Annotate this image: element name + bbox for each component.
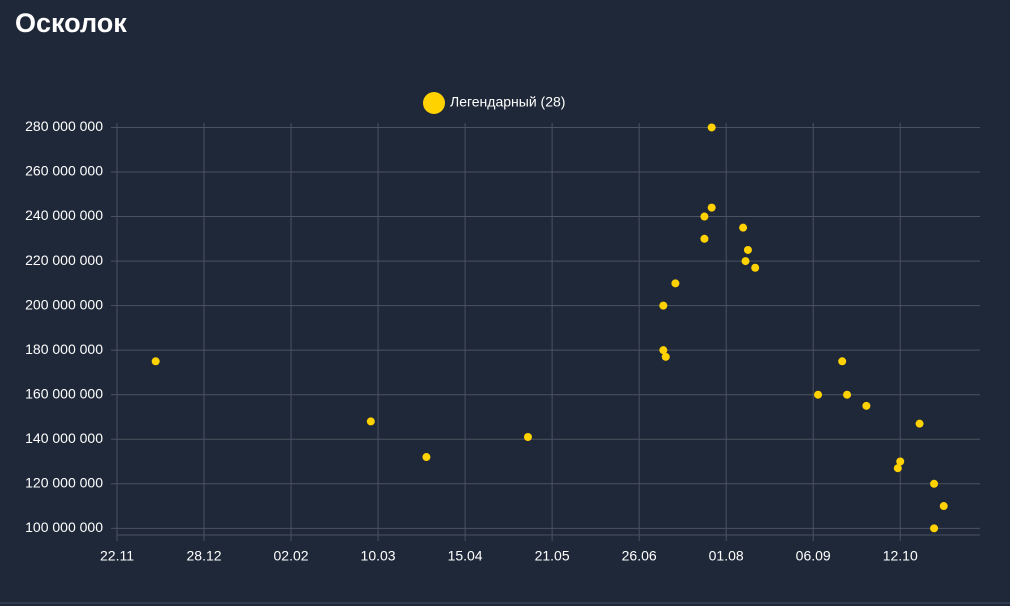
point (422, 453, 431, 462)
y-tick-label: 160 000 000 (25, 385, 103, 401)
point (671, 279, 680, 288)
point (915, 419, 924, 428)
point (523, 433, 532, 442)
point (814, 390, 823, 399)
point (707, 123, 716, 132)
point (700, 212, 709, 221)
y-tick-label: 260 000 000 (25, 163, 103, 179)
point (700, 234, 709, 243)
x-tick-label: 10.03 (361, 548, 396, 564)
point (366, 417, 375, 426)
point (751, 263, 760, 272)
legend-marker (423, 92, 445, 114)
point (939, 502, 948, 511)
point (659, 346, 668, 355)
x-tick-label: 22.11 (100, 548, 134, 564)
y-tick-label: 120 000 000 (25, 474, 103, 490)
x-tick-label: 21.05 (535, 548, 570, 564)
point (151, 357, 160, 366)
y-tick-label: 180 000 000 (25, 341, 103, 357)
x-tick-label: 02.02 (274, 548, 309, 564)
y-tick-label: 140 000 000 (25, 430, 103, 446)
point (659, 301, 668, 310)
point (893, 464, 902, 473)
y-tick-label: 240 000 000 (25, 207, 103, 223)
x-tick-label: 12.10 (883, 548, 918, 564)
x-tick-label: 15.04 (448, 548, 483, 564)
y-tick-label: 280 000 000 (25, 118, 103, 134)
y-tick-label: 100 000 000 (25, 519, 103, 535)
y-tick-label: 220 000 000 (25, 252, 103, 268)
point (896, 457, 905, 466)
point (930, 479, 939, 488)
point (862, 401, 871, 410)
x-tick-label: 06.09 (796, 548, 831, 564)
point (743, 245, 752, 254)
point (741, 257, 750, 266)
x-tick-label: 28.12 (187, 548, 222, 564)
point (739, 223, 748, 232)
point (838, 357, 847, 366)
x-tick-label: 26.06 (622, 548, 657, 564)
point (661, 352, 670, 361)
point (930, 524, 939, 533)
point (707, 203, 716, 212)
y-tick-label: 200 000 000 (25, 296, 103, 312)
point (843, 390, 852, 399)
chart-title: Осколок (15, 8, 127, 38)
legend-label: Легендарный (28) (450, 94, 565, 110)
x-tick-label: 01.08 (709, 548, 744, 564)
